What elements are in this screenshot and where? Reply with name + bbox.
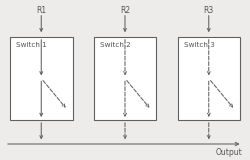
Text: R3: R3 xyxy=(204,6,214,15)
Text: R1: R1 xyxy=(36,6,46,15)
Text: Switch 1: Switch 1 xyxy=(16,42,47,48)
Text: Switch 3: Switch 3 xyxy=(184,42,214,48)
Text: Output: Output xyxy=(216,148,242,157)
Bar xyxy=(178,37,240,120)
Bar xyxy=(94,37,156,120)
Text: Switch 2: Switch 2 xyxy=(100,42,131,48)
Bar xyxy=(10,37,72,120)
Text: R2: R2 xyxy=(120,6,130,15)
